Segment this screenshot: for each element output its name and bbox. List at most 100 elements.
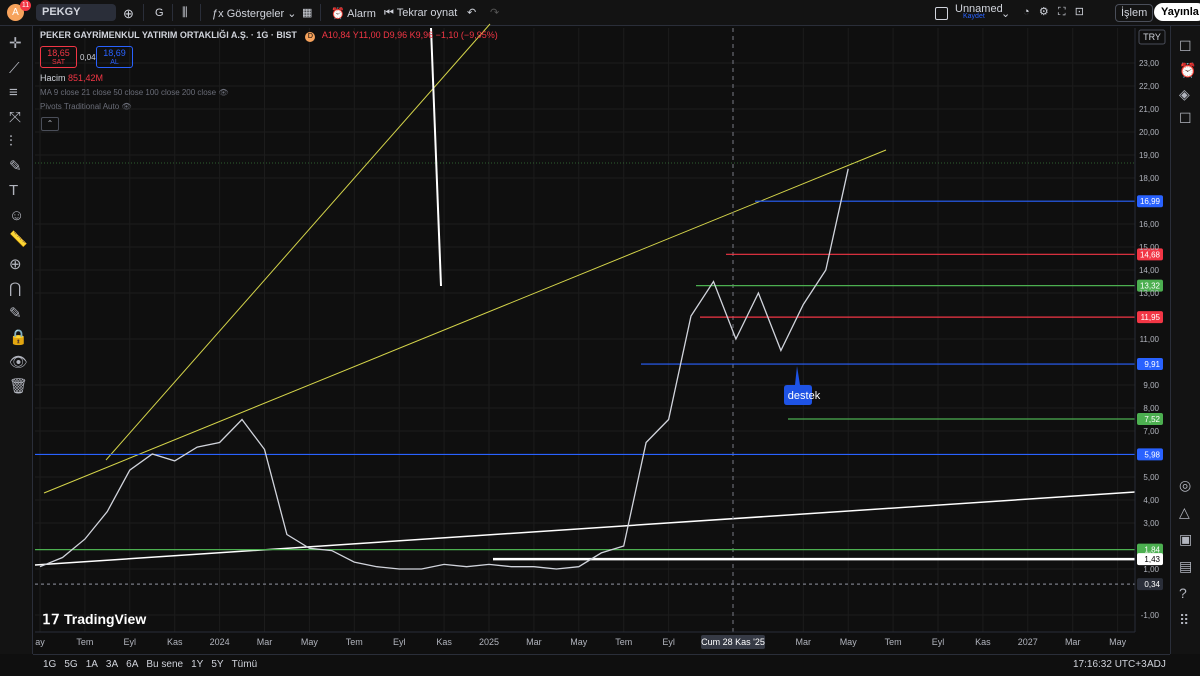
y-tick-label: 21,00 — [1139, 105, 1160, 114]
y-tick-label: 15,00 — [1139, 243, 1160, 252]
volume-legend: Hacim 851,42M — [40, 73, 103, 83]
y-tick-label: 22,00 — [1139, 82, 1160, 91]
indicators[interactable]: ƒx Göstergeler ⌄ — [212, 8, 297, 20]
publish-button[interactable]: Yayınla — [1154, 3, 1200, 21]
range-button[interactable]: 5Y — [211, 659, 224, 670]
adj[interactable]: ADJ — [1147, 659, 1166, 670]
level-label-box — [1137, 195, 1163, 208]
level-label: 7,52 — [1144, 415, 1160, 424]
x-tick-label: Mar — [257, 637, 273, 647]
x-tick-label: 2027 — [1018, 637, 1038, 647]
trend-line — [43, 149, 887, 494]
ma-label: MA 9 close 21 close 50 close 100 close 2… — [40, 88, 217, 97]
level-label-box — [1137, 543, 1163, 556]
right-sidebar: ☐ ⏰ ◈ ☐ ◎ △ ▣ ▤? ⠿ — [1170, 26, 1200, 654]
bottom-bar: 1G 5G 1A 3A 6A Bu sene 1Y 5Y Tümü 17:16:32 UTC+3… — [33, 654, 1170, 676]
layout-menu[interactable]: ⌄ — [1001, 8, 1011, 20]
replay[interactable]: ⏮ Tekrar oynat — [384, 7, 458, 19]
range-button[interactable]: 6A — [126, 659, 139, 670]
level-label: 1,43 — [1144, 555, 1160, 564]
x-tick-label: Tem — [346, 637, 363, 647]
volume-label: Hacim — [40, 73, 66, 83]
watermark: TradingView — [64, 611, 146, 627]
left-toolbar: ✛ ⟋ ≡ ⤧ ⫶ ✎ T ☺ 📏 ⊕ ⋂ ✎ 🔒 👁 🗑 — [0, 26, 33, 654]
layout-name[interactable]: Unnamed — [955, 3, 1003, 15]
x-tick-label: May — [840, 637, 858, 647]
symbol-title: PEKER GAYRİMENKUL YATIRIM ORTAKLIĞI A.Ş.… — [40, 30, 297, 40]
x-tick-label: Eyl — [393, 637, 406, 647]
trend-line — [430, 27, 442, 287]
range-buttons: 1G 5G 1A 3A 6A Bu sene 1Y 5Y Tümü — [43, 659, 265, 670]
sidebar-icons-bottom[interactable]: ◎ △ ▣ ▤? ⠿ — [1179, 477, 1193, 628]
layouts[interactable]: ▦ — [302, 7, 313, 19]
range-button[interactable]: 3A — [105, 659, 119, 670]
clock: 17:16:32 UTC+3 — [1073, 659, 1147, 670]
y-tick-label: 14,00 — [1139, 266, 1160, 275]
indicators-label: Göstergeler — [226, 8, 285, 20]
add-symbol[interactable]: ⊕ — [123, 6, 134, 21]
range-button[interactable]: 1G — [43, 659, 57, 670]
y-tick-label: 16,00 — [1139, 220, 1160, 229]
range-button[interactable]: 1Y — [191, 659, 204, 670]
spread: 0,04 — [80, 53, 96, 62]
x-tick-label: Mar — [526, 637, 542, 647]
level-label-box — [1137, 448, 1163, 461]
pivots-legend: Pivots Traditional Auto 👁 — [40, 102, 132, 111]
level-label-box — [1137, 279, 1163, 292]
drawing-tools[interactable]: ✛ ⟋ ≡ ⤧ ⫶ ✎ T ☺ 📏 ⊕ ⋂ ✎ 🔒 👁 🗑 — [9, 35, 29, 395]
x-tick-label: May — [570, 637, 588, 647]
currency: TRY — [1143, 32, 1161, 42]
pivots-label: Pivots Traditional Auto — [40, 102, 120, 111]
level-label: 11,95 — [1141, 313, 1161, 322]
range-button[interactable]: 5G — [64, 659, 78, 670]
layout-icon — [935, 7, 948, 20]
avatar[interactable]: A — [7, 4, 24, 21]
redo[interactable]: ↷ — [490, 7, 500, 19]
x-tick-label: Kas — [167, 637, 183, 647]
level-label-box — [1137, 311, 1163, 324]
y-tick-label: 4,00 — [1143, 496, 1159, 505]
watermark-logo: 𝟣𝟩 — [42, 611, 60, 627]
x-tick-label: ay — [35, 637, 45, 647]
range-button[interactable]: Bu sene — [146, 659, 184, 670]
undo[interactable]: ↶ — [467, 7, 477, 19]
level-label: 0,34 — [1144, 580, 1160, 589]
sell-price: 18,65 — [47, 48, 70, 58]
level-label: 16,99 — [1140, 197, 1161, 206]
y-tick-label: 11,00 — [1140, 335, 1160, 344]
y-tick-label: 19,00 — [1139, 151, 1160, 160]
buy-price: 18,69 — [103, 48, 126, 58]
currency-box[interactable] — [1138, 29, 1166, 45]
y-tick-label: 1,00 — [1143, 565, 1159, 574]
sidebar-icons[interactable]: ☐ ⏰ ◈ ☐ — [1179, 38, 1197, 126]
chart-type[interactable]: ⫼ — [182, 5, 188, 19]
buy-label: AL — [110, 59, 119, 66]
trend-line — [34, 491, 1136, 566]
badge: 11 — [20, 0, 31, 11]
range-button[interactable]: Tümü — [231, 659, 258, 670]
buy-button[interactable]: 18,69 AL — [96, 46, 133, 68]
interval[interactable]: G — [155, 7, 164, 19]
alarm[interactable]: ⏰ Alarm — [331, 8, 376, 20]
x-tick-label: 2025 — [479, 637, 499, 647]
y-tick-label: 8,00 — [1143, 404, 1159, 413]
x-tick-label: Mar — [1065, 637, 1081, 647]
level-label: 5,98 — [1144, 450, 1160, 459]
range-button[interactable]: 1A — [85, 659, 98, 670]
crosshair-date: Cum 28 Kas '25 — [701, 637, 765, 647]
collapse-legend[interactable]: ⌃ — [41, 117, 59, 131]
x-tick-label: Tem — [615, 637, 632, 647]
trade-button[interactable]: İşlem — [1115, 4, 1154, 22]
sell-button[interactable]: 18,65 SAT — [40, 46, 77, 68]
symbol-search[interactable]: PEKGY — [36, 4, 116, 21]
x-tick-label: Kas — [436, 637, 452, 647]
volume-value: 851,42M — [68, 73, 104, 83]
x-tick-label: Eyl — [662, 637, 675, 647]
y-tick-label: 20,00 — [1139, 128, 1160, 137]
x-tick-label: Eyl — [124, 637, 137, 647]
x-tick-label: May — [301, 637, 319, 647]
save[interactable]: Kaydet — [963, 13, 985, 20]
y-tick-label: 5,00 — [1143, 473, 1159, 482]
level-label-box — [1137, 358, 1163, 371]
